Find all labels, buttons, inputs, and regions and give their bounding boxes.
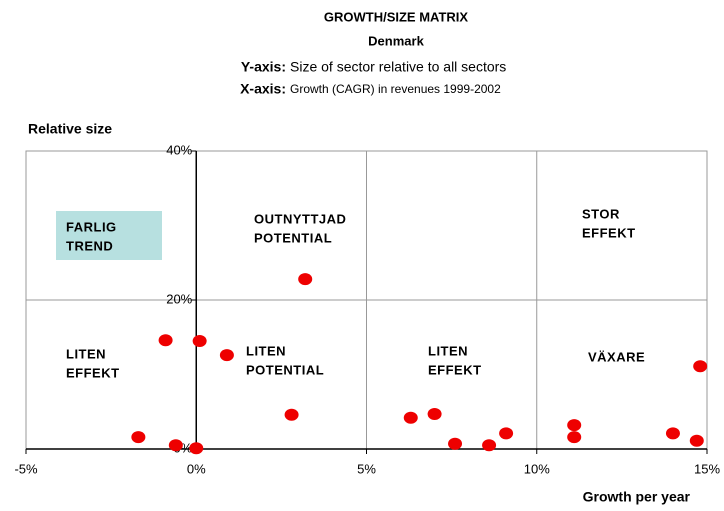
y-tick-label: 40% bbox=[166, 142, 192, 157]
highlight-box bbox=[56, 211, 162, 260]
y-note-text: Size of sector relative to all sectors bbox=[290, 59, 506, 75]
y-tick-label: 20% bbox=[166, 291, 192, 306]
x-axis-label: Growth per year bbox=[583, 489, 691, 505]
data-point bbox=[189, 442, 204, 455]
data-point bbox=[131, 431, 146, 444]
data-point bbox=[284, 408, 299, 421]
data-point bbox=[427, 407, 442, 420]
data-point bbox=[219, 349, 234, 362]
data-point bbox=[298, 273, 313, 286]
quadrant-label: LITEN bbox=[66, 346, 106, 361]
quadrant-label: POTENTIAL bbox=[246, 362, 324, 377]
y-note-label: Y-axis: bbox=[241, 59, 286, 75]
quadrant-label: FARLIG bbox=[66, 219, 117, 234]
x-tick-label: 10% bbox=[524, 461, 550, 476]
quadrant-label: OUTNYTTJAD bbox=[254, 211, 346, 226]
data-point bbox=[567, 419, 582, 432]
data-point bbox=[689, 434, 704, 447]
quadrant-label: TREND bbox=[66, 238, 113, 253]
data-point bbox=[693, 360, 708, 373]
data-point bbox=[482, 439, 497, 452]
quadrant-label: EFFEKT bbox=[582, 225, 636, 240]
data-point bbox=[403, 411, 418, 424]
quadrant-label: LITEN bbox=[428, 343, 468, 358]
x-tick-label: 15% bbox=[694, 461, 720, 476]
quadrant-label: EFFEKT bbox=[66, 365, 120, 380]
data-point bbox=[665, 427, 680, 440]
quadrant-label: VÄXARE bbox=[588, 349, 645, 364]
data-point bbox=[499, 427, 514, 440]
data-point bbox=[567, 431, 582, 444]
chart-subtitle: Denmark bbox=[368, 33, 424, 48]
quadrant-label: EFFEKT bbox=[428, 362, 482, 377]
x-tick-label: 0% bbox=[187, 461, 206, 476]
x-tick-label: -5% bbox=[14, 461, 38, 476]
quadrant-label: POTENTIAL bbox=[254, 230, 332, 245]
x-note-text: Growth (CAGR) in revenues 1999-2002 bbox=[290, 82, 501, 96]
quadrant-label: STOR bbox=[582, 206, 620, 221]
x-note-label: X-axis: bbox=[240, 81, 286, 97]
y-axis-label: Relative size bbox=[28, 121, 112, 137]
chart-title: GROWTH/SIZE MATRIX bbox=[324, 9, 469, 24]
data-point bbox=[158, 334, 173, 347]
data-point bbox=[448, 437, 463, 450]
x-tick-label: 5% bbox=[357, 461, 376, 476]
data-point bbox=[192, 334, 207, 347]
quadrant-label: LITEN bbox=[246, 343, 286, 358]
data-point bbox=[168, 439, 183, 452]
